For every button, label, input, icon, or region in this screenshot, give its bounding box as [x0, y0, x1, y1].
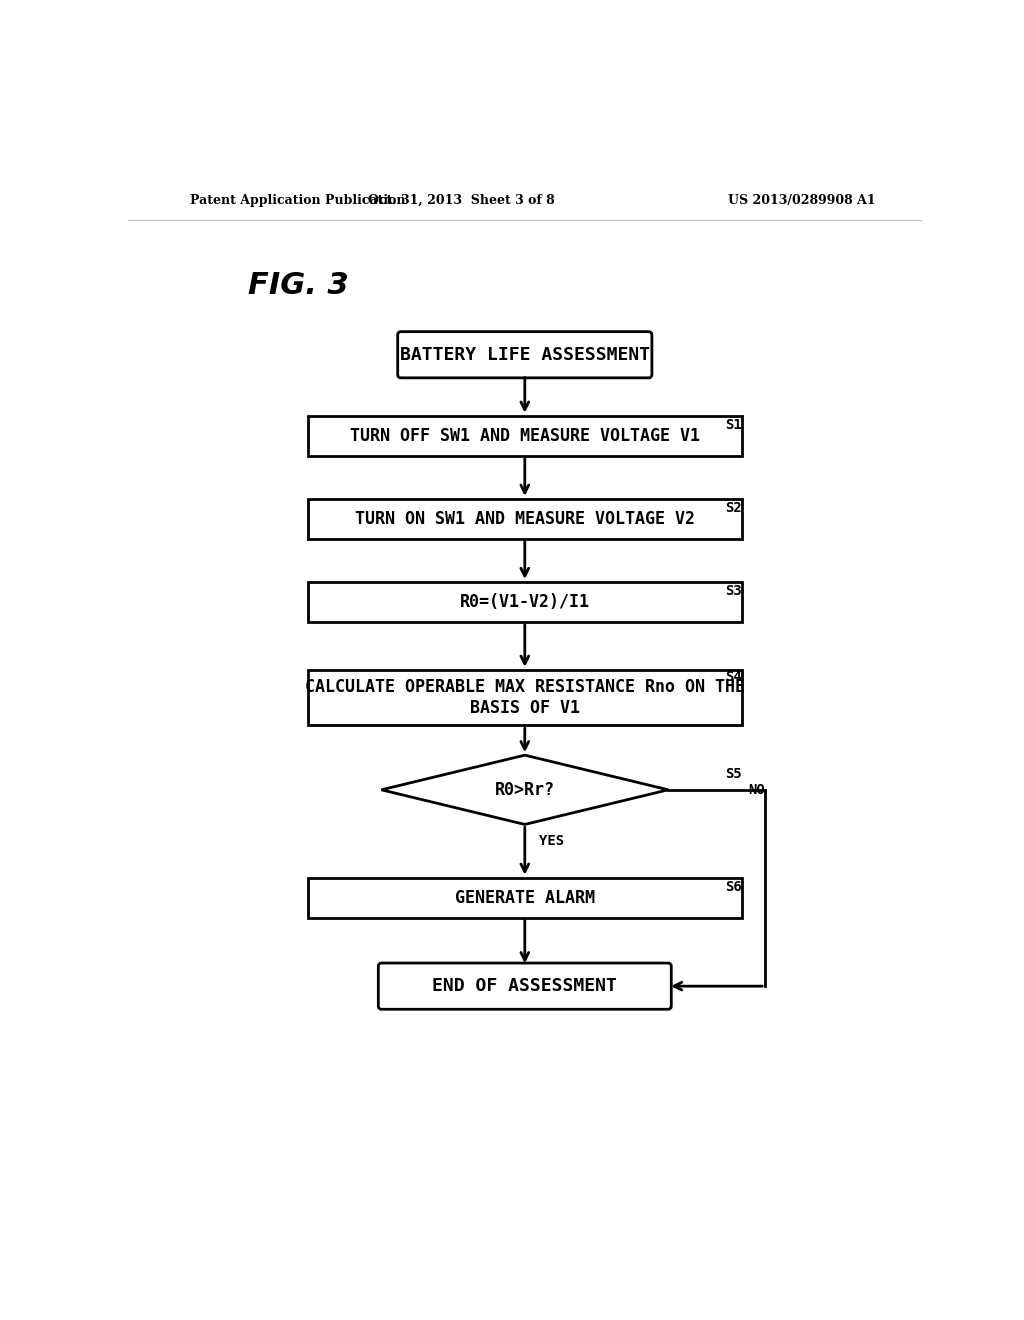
Text: S5: S5: [725, 767, 741, 780]
Bar: [308, 669, 741, 725]
Text: S3: S3: [725, 585, 741, 598]
Bar: [308, 878, 741, 917]
Bar: [308, 499, 741, 539]
Text: R0=(V1-V2)/I1: R0=(V1-V2)/I1: [460, 593, 590, 611]
Text: NO: NO: [748, 783, 765, 797]
Text: TURN OFF SW1 AND MEASURE VOLTAGE V1: TURN OFF SW1 AND MEASURE VOLTAGE V1: [350, 426, 699, 445]
Text: S2: S2: [725, 502, 741, 515]
Text: TURN ON SW1 AND MEASURE VOLTAGE V2: TURN ON SW1 AND MEASURE VOLTAGE V2: [354, 510, 695, 528]
Text: Oct. 31, 2013  Sheet 3 of 8: Oct. 31, 2013 Sheet 3 of 8: [368, 194, 555, 207]
Text: END OF ASSESSMENT: END OF ASSESSMENT: [432, 977, 617, 995]
FancyBboxPatch shape: [378, 964, 672, 1010]
Text: S4: S4: [725, 671, 741, 685]
Text: R0>Rr?: R0>Rr?: [495, 781, 555, 799]
Text: S1: S1: [725, 418, 741, 432]
Text: YES: YES: [539, 834, 564, 849]
Text: BATTERY LIFE ASSESSMENT: BATTERY LIFE ASSESSMENT: [399, 346, 650, 364]
Text: US 2013/0289908 A1: US 2013/0289908 A1: [728, 194, 877, 207]
Text: GENERATE ALARM: GENERATE ALARM: [455, 888, 595, 907]
Bar: [308, 582, 741, 622]
Text: S6: S6: [725, 880, 741, 894]
Text: CALCULATE OPERABLE MAX RESISTANCE Rno ON THE
BASIS OF V1: CALCULATE OPERABLE MAX RESISTANCE Rno ON…: [305, 678, 744, 717]
Polygon shape: [381, 755, 669, 825]
Text: Patent Application Publication: Patent Application Publication: [190, 194, 406, 207]
Bar: [308, 416, 741, 455]
FancyBboxPatch shape: [397, 331, 652, 378]
Text: FIG. 3: FIG. 3: [248, 271, 349, 300]
